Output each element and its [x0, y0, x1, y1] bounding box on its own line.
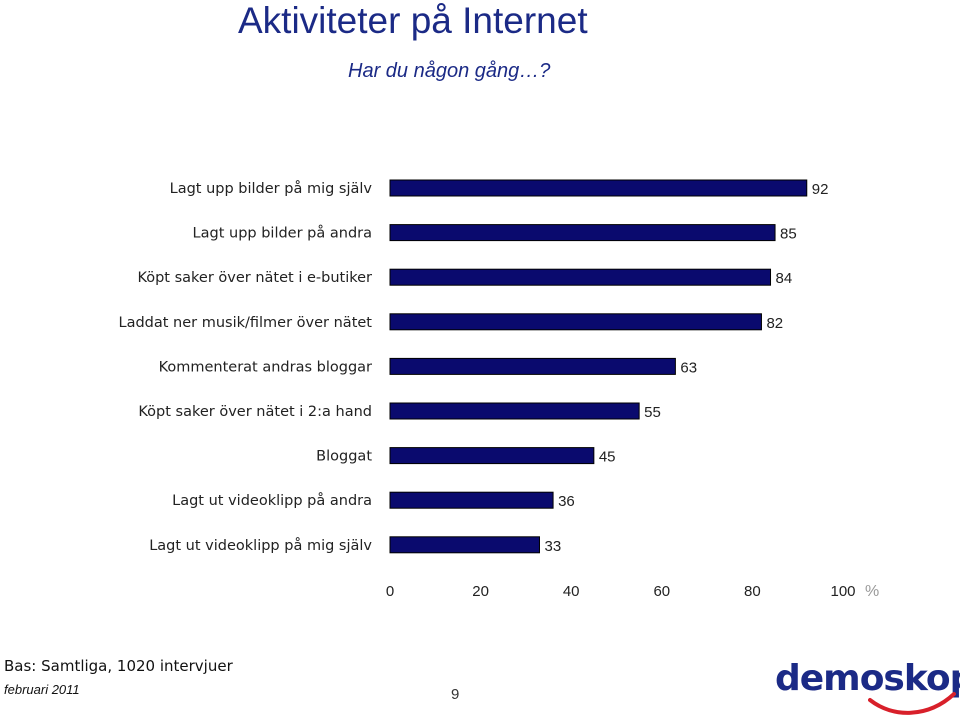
- x-tick-label: 80: [744, 583, 761, 600]
- data-label: 63: [680, 359, 697, 376]
- bar: [389, 447, 595, 465]
- category-label: Lagt upp bilder på mig själv: [170, 180, 373, 197]
- bar: [389, 224, 776, 242]
- data-label: 85: [780, 226, 797, 243]
- bar: [389, 179, 808, 197]
- page-title: Aktiviteter på Internet: [238, 0, 588, 41]
- x-tick-label: 60: [653, 583, 670, 600]
- bar: [389, 491, 554, 509]
- category-label: Lagt upp bilder på andra: [193, 225, 372, 242]
- bar: [389, 313, 762, 331]
- data-label: 45: [599, 449, 616, 466]
- axis-unit-label: %: [865, 583, 879, 600]
- data-label: 33: [544, 538, 561, 555]
- x-tick-label: 100: [830, 583, 855, 600]
- base-note: Bas: Samtliga, 1020 intervjuer: [4, 657, 233, 675]
- category-label: Laddat ner musik/filmer över nätet: [118, 315, 372, 331]
- bar: [389, 402, 640, 420]
- x-tick-label: 0: [386, 583, 394, 600]
- category-label: Köpt saker över nätet i 2:a hand: [138, 404, 372, 420]
- bar: [389, 536, 540, 554]
- category-label: Lagt ut videoklipp på andra: [172, 492, 372, 509]
- bar-chart: Lagt upp bilder på mig själv 92 Lagt upp b…: [118, 179, 879, 600]
- category-label: Kommenterat andras bloggar: [159, 359, 372, 375]
- bar: [389, 357, 676, 375]
- category-label: Köpt saker över nätet i e-butiker: [137, 270, 372, 286]
- page-subtitle: Har du någon gång…?: [348, 60, 551, 82]
- data-label: 55: [644, 404, 661, 421]
- logo-swoosh-icon: [868, 692, 956, 715]
- bar: [389, 268, 772, 286]
- data-label: 82: [766, 315, 783, 332]
- demoskop-logo: demoskop: [775, 658, 960, 699]
- data-label: 92: [812, 181, 829, 198]
- x-tick-label: 40: [563, 583, 580, 600]
- data-label: 36: [558, 493, 575, 510]
- report-date: februari 2011: [4, 682, 80, 697]
- category-label: Lagt ut videoklipp på mig själv: [149, 537, 372, 554]
- x-tick-label: 20: [472, 583, 489, 600]
- category-label: Bloggat: [316, 449, 372, 465]
- page-number: 9: [451, 686, 460, 703]
- data-label: 84: [776, 270, 793, 287]
